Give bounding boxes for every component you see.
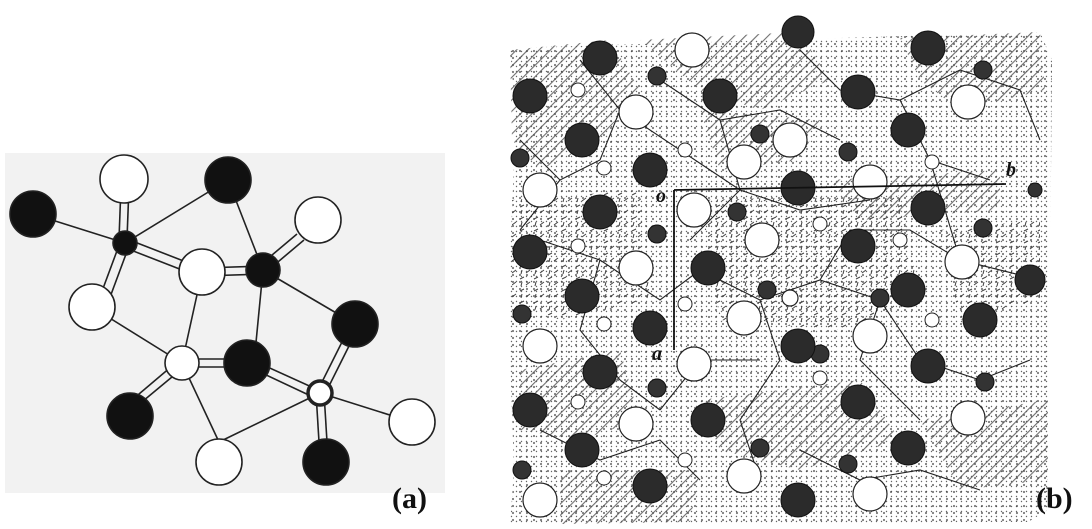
unit-cell-axes [673, 183, 1007, 350]
panel-b-label: (b) [1036, 482, 1073, 515]
panel-a-label: (a) [392, 482, 427, 515]
axis-origin-label: o [656, 185, 666, 207]
axis-b-label: b [1006, 159, 1016, 181]
axis-a-label: a [652, 343, 662, 365]
panel-b-crystal-packing [508, 15, 1052, 524]
panel-a-molecule [9, 154, 436, 486]
